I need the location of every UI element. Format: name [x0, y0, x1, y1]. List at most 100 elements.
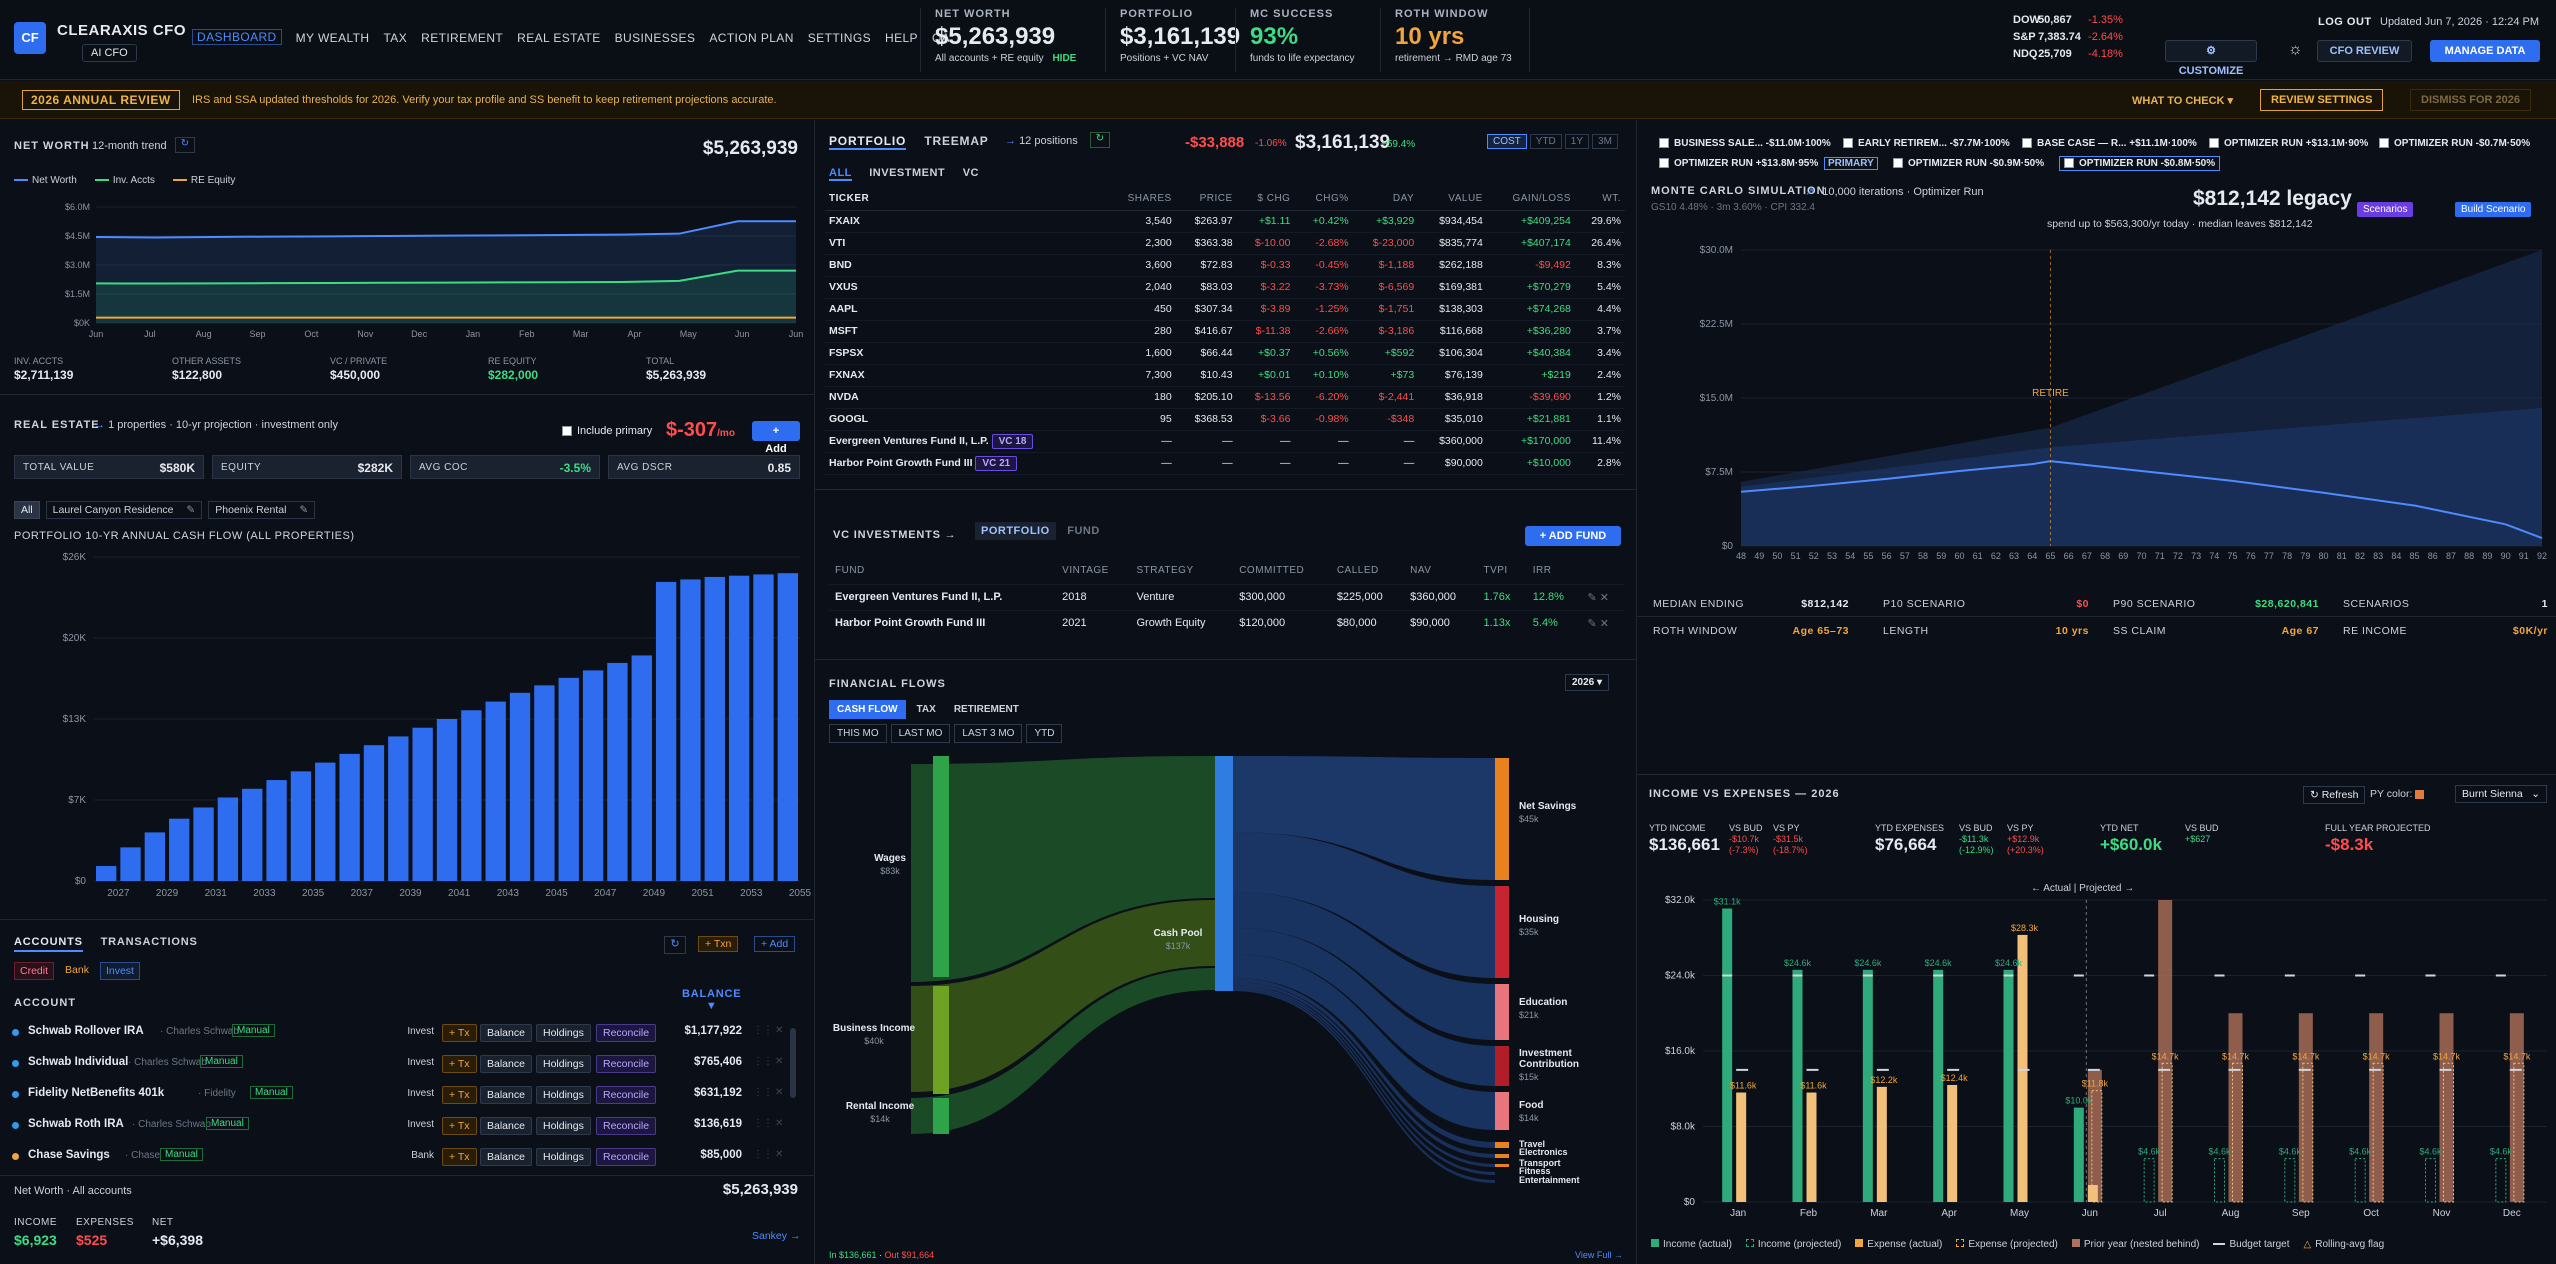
expense-bar[interactable] [1876, 1086, 1887, 1202]
balance-button[interactable]: Balance [480, 1024, 532, 1042]
income-projected-bar[interactable] [2214, 1158, 2225, 1203]
scenario-checkbox[interactable]: EARLY RETIREM... -$7.7M·100% [1843, 138, 2010, 149]
account-row[interactable]: Schwab Individual · Charles Schwab Manua… [10, 1049, 795, 1080]
filter-vc[interactable]: VC [962, 167, 979, 179]
col-header[interactable]: STRATEGY [1136, 565, 1194, 577]
py-color-select[interactable]: Burnt Sienna ⌄ [2455, 785, 2547, 803]
nav-my-wealth[interactable]: MY WEALTH [295, 31, 370, 45]
cashflow-bar[interactable] [753, 574, 774, 881]
prior-year-bar[interactable] [2087, 1069, 2102, 1202]
income-projected-bar[interactable] [2354, 1158, 2366, 1203]
expense-projected-bar[interactable] [2302, 1062, 2314, 1203]
expense-projected-bar[interactable] [2372, 1062, 2384, 1203]
property-tab-phoenix[interactable]: Phoenix Rental ✎ [208, 501, 316, 519]
table-row[interactable]: BND 3,600 $72.83 $-0.33 -0.45% $-1,188 $262,18… [825, 254, 1625, 276]
scenario-checkbox[interactable]: BASE CASE — R... +$11.1M·100% [2022, 138, 2197, 149]
customize-button[interactable]: ⚙ CUSTOMIZE [2165, 40, 2257, 77]
dismiss-button[interactable]: DISMISS FOR 2026 [2410, 89, 2532, 111]
col-header[interactable]: VALUE [1418, 188, 1487, 211]
cashflow-bar[interactable] [120, 847, 141, 881]
tab-vc-portfolio[interactable]: PORTFOLIO [975, 522, 1056, 540]
close-icon[interactable]: ✕ [775, 1149, 784, 1160]
hide-button[interactable]: HIDE [1052, 53, 1077, 64]
table-row[interactable]: FSPSX 1,600 $66.44 +$0.37 +0.56% +$592 $106,30… [825, 342, 1625, 364]
drag-icon[interactable]: ⋮⋮ [753, 1118, 773, 1129]
tab-cash-flow[interactable]: CASH FLOW [829, 700, 906, 719]
drag-icon[interactable]: ⋮⋮ [753, 1025, 773, 1036]
col-header[interactable]: DAY [1352, 188, 1419, 211]
tab-retirement[interactable]: RETIREMENT [953, 704, 1019, 715]
cashflow-bar[interactable] [290, 771, 312, 881]
drag-icon[interactable]: ⋮⋮ [753, 1087, 773, 1098]
prior-year-bar[interactable] [2298, 1013, 2313, 1202]
filter-invest[interactable]: Invest [99, 962, 140, 980]
expense-projected-bar[interactable] [2443, 1062, 2454, 1203]
nav-action-plan[interactable]: ACTION PLAN [709, 31, 794, 45]
account-row[interactable]: Schwab Rollover IRA · Charles Schwab Man… [10, 1018, 795, 1049]
income-bar[interactable] [1722, 908, 1733, 1202]
balance-button[interactable]: Balance [480, 1148, 532, 1166]
prior-year-bar[interactable] [2509, 1013, 2524, 1202]
edit-icon[interactable]: ✎ [186, 504, 196, 516]
edit-icon[interactable]: ✎ [299, 504, 309, 516]
property-tab-laurel[interactable]: Laurel Canyon Residence ✎ [45, 501, 203, 519]
col-header[interactable]: WT. [1574, 188, 1625, 211]
close-icon[interactable]: ✕ [775, 1056, 784, 1067]
view-cost[interactable]: COST [1487, 134, 1527, 149]
sankey-node-transport[interactable] [1495, 1164, 1509, 1167]
period-ytd[interactable]: YTD [1026, 724, 1063, 743]
cashflow-bar[interactable] [607, 662, 628, 881]
period-this-mo[interactable]: THIS MO [829, 724, 887, 743]
table-row[interactable]: VTI 2,300 $363.38 $-10.00 -2.68% $-23,000 $835… [825, 232, 1625, 254]
prior-year-bar[interactable] [2369, 1013, 2384, 1202]
income-bar[interactable] [2003, 969, 2014, 1202]
refresh-icon[interactable]: ↻ [664, 936, 686, 954]
sankey-node-business[interactable] [933, 986, 949, 1094]
reconcile-button[interactable]: Reconcile [596, 1148, 657, 1166]
table-row[interactable]: FXNAX 7,300 $10.43 +$0.01 +0.10% +$73 $76,139 +… [825, 364, 1625, 386]
income-bar[interactable] [1862, 969, 1873, 1202]
scenario-checkbox[interactable]: OPTIMIZER RUN +$13.1M·90% [2209, 138, 2368, 149]
scenario-checkbox[interactable]: OPTIMIZER RUN -$0.9M·50% [1893, 158, 2044, 169]
holdings-button[interactable]: Holdings [536, 1148, 591, 1166]
col-header[interactable]: TICKER [825, 188, 1107, 211]
nav-tax[interactable]: TAX [383, 31, 408, 45]
balance-button[interactable]: Balance [480, 1055, 532, 1073]
refresh-button[interactable]: ↻ Refresh [2303, 786, 2366, 804]
nav-real-estate[interactable]: REAL ESTATE [517, 31, 601, 45]
expense-projected-bar[interactable] [2091, 1090, 2103, 1203]
table-row[interactable]: NVDA 180 $205.10 $-13.56 -6.20% $-2,441 $36,91… [825, 386, 1625, 408]
account-row[interactable]: Chase Savings · Chase Manual Bank + Tx B… [10, 1142, 795, 1173]
close-icon[interactable]: ✕ [775, 1118, 784, 1129]
cashflow-bar[interactable] [704, 576, 725, 881]
scrollbar[interactable] [790, 1028, 796, 1098]
account-row[interactable]: Schwab Roth IRA · Charles Schwab Manual … [10, 1111, 795, 1142]
col-header[interactable]: GAIN/LOSS [1486, 188, 1575, 211]
cashflow-bar[interactable] [242, 788, 263, 881]
sankey-node-travel[interactable] [1495, 1142, 1509, 1148]
cashflow-bar[interactable] [436, 719, 458, 881]
sankey-node-electronics[interactable] [1495, 1154, 1509, 1158]
tab-accounts[interactable]: ACCOUNTS [14, 936, 83, 952]
what-to-check-dropdown[interactable]: WHAT TO CHECK ▾ [2132, 95, 2234, 107]
holdings-button[interactable]: Holdings [536, 1086, 591, 1104]
view-full-link[interactable]: View Full → [1575, 1250, 1623, 1260]
expense-bar[interactable] [2017, 934, 2028, 1202]
scenarios-button[interactable]: Scenarios [2357, 202, 2414, 217]
add-tx-button[interactable]: + Tx [442, 1148, 477, 1166]
close-icon[interactable]: ✕ [1599, 617, 1609, 630]
period-last-mo[interactable]: LAST MO [890, 724, 951, 743]
sankey-link[interactable]: Sankey → [752, 1230, 801, 1242]
income-bar[interactable] [1792, 969, 1803, 1202]
balance-button[interactable]: Balance [480, 1086, 532, 1104]
cashflow-bar[interactable] [217, 797, 239, 881]
expense-bar[interactable] [1947, 1084, 1958, 1202]
add-tx-button[interactable]: + Tx [442, 1117, 477, 1135]
table-row[interactable]: Harbor Point Growth Fund III 2021 Growth E… [829, 610, 1624, 636]
balance-col-header[interactable]: BALANCE ▼ [682, 988, 741, 1012]
filter-bank[interactable]: Bank [65, 964, 89, 976]
sankey-node-housing[interactable] [1495, 886, 1509, 978]
table-row[interactable]: FXAIX 3,540 $263.97 +$1.11 +0.42% +$3,929 $934… [825, 210, 1625, 232]
edit-icon[interactable]: ✎ [1587, 591, 1597, 604]
col-header[interactable]: FUND [835, 565, 865, 577]
